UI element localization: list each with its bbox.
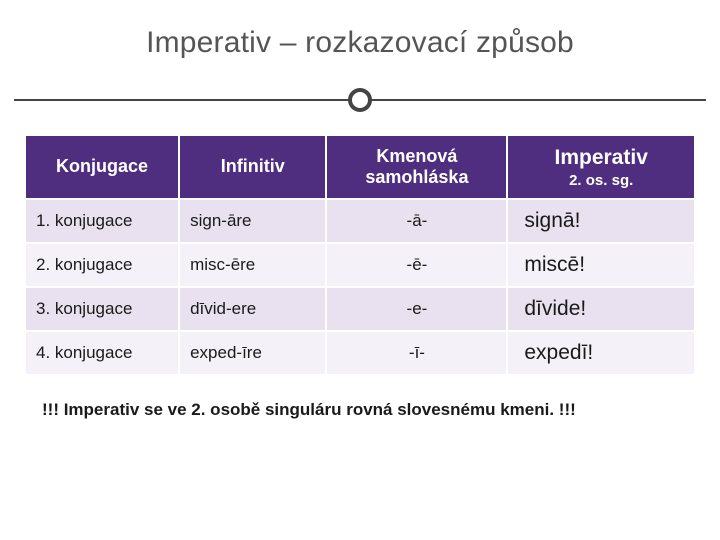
cell-vowel: -ā- bbox=[326, 199, 507, 243]
conjugation-table: Konjugace Infinitiv Kmenová samohláska I… bbox=[24, 134, 696, 376]
col-header-label: Infinitiv bbox=[190, 156, 315, 178]
cell-imperativ: dīvide! bbox=[507, 287, 695, 331]
cell-imperativ: signā! bbox=[507, 199, 695, 243]
cell-imperativ: miscē! bbox=[507, 243, 695, 287]
col-header-konjugace: Konjugace bbox=[25, 135, 179, 199]
cell-infinitiv: sign-āre bbox=[179, 199, 326, 243]
footnote: !!! Imperativ se ve 2. osobě singuláru r… bbox=[42, 400, 678, 420]
cell-vowel: -ī- bbox=[326, 331, 507, 375]
col-header-imperativ: Imperativ 2. os. sg. bbox=[507, 135, 695, 199]
cell-vowel: -e- bbox=[326, 287, 507, 331]
table-row: 2. konjugace misc-ēre -ē- miscē! bbox=[25, 243, 695, 287]
divider bbox=[14, 88, 706, 112]
table-row: 3. konjugace dīvid-ere -e- dīvide! bbox=[25, 287, 695, 331]
cell-infinitiv: dīvid-ere bbox=[179, 287, 326, 331]
cell-infinitiv: exped-īre bbox=[179, 331, 326, 375]
col-header-infinitiv: Infinitiv bbox=[179, 135, 326, 199]
col-header-label: Imperativ bbox=[518, 145, 684, 170]
cell-konjugace: 1. konjugace bbox=[25, 199, 179, 243]
col-header-vowel: Kmenová samohláska bbox=[326, 135, 507, 199]
col-header-label: Konjugace bbox=[36, 156, 168, 178]
table: Konjugace Infinitiv Kmenová samohláska I… bbox=[24, 134, 696, 376]
cell-infinitiv: misc-ēre bbox=[179, 243, 326, 287]
cell-konjugace: 4. konjugace bbox=[25, 331, 179, 375]
col-header-label: Kmenová samohláska bbox=[337, 146, 496, 189]
divider-circle-icon bbox=[348, 88, 372, 112]
table-row: 1. konjugace sign-āre -ā- signā! bbox=[25, 199, 695, 243]
cell-konjugace: 3. konjugace bbox=[25, 287, 179, 331]
table-header-row: Konjugace Infinitiv Kmenová samohláska I… bbox=[25, 135, 695, 199]
cell-vowel: -ē- bbox=[326, 243, 507, 287]
cell-imperativ: expedī! bbox=[507, 331, 695, 375]
page-title: Imperativ – rozkazovací způsob bbox=[14, 26, 706, 60]
col-header-sublabel: 2. os. sg. bbox=[518, 172, 684, 189]
slide: Imperativ – rozkazovací způsob Konjugace… bbox=[0, 0, 720, 540]
cell-konjugace: 2. konjugace bbox=[25, 243, 179, 287]
table-row: 4. konjugace exped-īre -ī- expedī! bbox=[25, 331, 695, 375]
